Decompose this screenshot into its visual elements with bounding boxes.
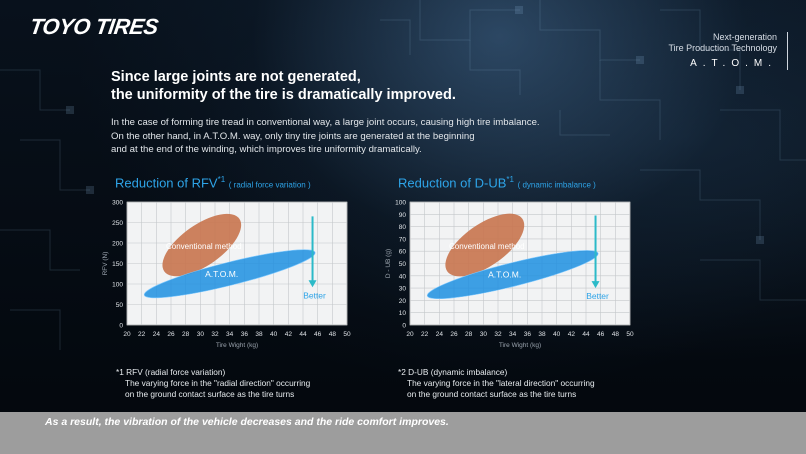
conventional-label: Conventional method: [166, 242, 242, 251]
x-tick-label: 42: [285, 331, 293, 338]
chart-rfv-title: Reduction of RFV*1 ( radial force variat…: [115, 175, 311, 190]
brand-box: Next-generation Tire Production Technolo…: [668, 32, 788, 70]
headline-line-2: the uniformity of the tire is dramatical…: [111, 87, 456, 103]
x-tick-label: 20: [406, 331, 414, 338]
footnote-rfv: *1 RFV (radial force variation) The vary…: [116, 367, 310, 400]
y-tick-label: 150: [112, 261, 123, 268]
x-tick-label: 46: [597, 331, 605, 338]
x-tick-label: 48: [329, 331, 337, 338]
body-text: In the case of forming tire tread in con…: [111, 116, 631, 157]
x-tick-label: 22: [421, 331, 429, 338]
x-tick-label: 44: [299, 331, 307, 338]
x-tick-label: 26: [167, 331, 175, 338]
footnote-dub-line-1: The varying force in the "lateral direct…: [407, 378, 595, 388]
x-tick-label: 50: [626, 331, 634, 338]
y-tick-label: 50: [399, 261, 407, 268]
x-tick-label: 32: [494, 331, 502, 338]
bottom-caption: As a result, the vibration of the vehicl…: [45, 416, 449, 428]
x-tick-label: 34: [509, 331, 517, 338]
y-tick-label: 30: [399, 286, 407, 293]
headline: Since large joints are not generated, th…: [111, 68, 456, 104]
x-tick-label: 46: [314, 331, 322, 338]
y-tick-label: 250: [112, 220, 123, 227]
better-label: Better: [303, 290, 326, 300]
x-tick-label: 28: [182, 331, 190, 338]
y-tick-label: 40: [399, 273, 407, 280]
atom-region: [426, 250, 599, 299]
body-line-1: In the case of forming tire tread in con…: [111, 117, 540, 128]
x-tick-label: 38: [255, 331, 263, 338]
y-tick-label: 70: [399, 236, 407, 243]
y-tick-label: 50: [116, 302, 124, 309]
x-tick-label: 38: [538, 331, 546, 338]
x-tick-label: 24: [153, 331, 161, 338]
brand-line-1: Next-generation: [712, 32, 777, 42]
x-tick-label: 26: [450, 331, 458, 338]
y-tick-label: 0: [119, 323, 123, 330]
x-tick-label: 30: [197, 331, 205, 338]
chart-rfv: 20 22 24 26 28 30 32 34 36 38 40 42 44 46 48 50 0 50 100 15…: [102, 200, 351, 350]
chart-rfv-title-note: ( radial force variation ): [228, 180, 311, 190]
chart-dub-title: Reduction of D-UB*1 ( dynamic imbalance …: [398, 175, 596, 190]
x-tick-label: 28: [465, 331, 473, 338]
y-tick-label: 300: [112, 200, 123, 207]
bottom-caption-bar: [0, 412, 806, 454]
better-arrow-head: [591, 281, 600, 289]
y-axis-label: D - UB (g): [385, 249, 392, 278]
x-axis-label: Tire Wight (kg): [216, 342, 258, 349]
x-tick-label: 42: [568, 331, 576, 338]
brand-line-2: Tire Production Technology: [668, 43, 777, 53]
x-tick-label: 40: [553, 331, 561, 338]
body-line-2: On the other hand, in A.T.O.M. way, only…: [111, 130, 475, 142]
conventional-label: Conventional method: [449, 242, 525, 251]
x-tick-label: 50: [343, 331, 351, 338]
y-tick-label: 20: [399, 298, 407, 305]
atom-region: [143, 249, 316, 299]
x-axis-label: Tire Wight (kg): [499, 342, 541, 349]
footnote-rfv-title: *1 RFV (radial force variation): [116, 367, 226, 377]
x-tick-label: 30: [480, 331, 488, 338]
x-tick-label: 36: [241, 331, 249, 338]
chart-dub-title-text: Reduction of D-UB: [398, 175, 507, 191]
chart-rfv-title-sup: *1: [217, 175, 226, 184]
chart-rfv-title-text: Reduction of RFV: [115, 175, 218, 191]
y-tick-label: 100: [395, 200, 406, 207]
body-line-3: and at the end of the winding, which imp…: [111, 144, 422, 155]
atom-label: A.T.O.M.: [205, 269, 238, 279]
footnote-rfv-line-2: on the ground contact surface as the tir…: [125, 389, 295, 399]
chart-dub: 20 22 24 26 28 30 32 34 36 38 40 42 44 46 48 50 0 10 20 30 4…: [385, 200, 634, 350]
x-tick-label: 34: [226, 331, 234, 338]
x-tick-label: 48: [612, 331, 620, 338]
footnote-dub-title: *2 D-UB (dynamic imbalance): [398, 367, 508, 377]
toyo-tires-logo: TOYO TIRES: [28, 14, 160, 39]
chart-dub-title-sup: *1: [506, 175, 514, 184]
chart-dub-title-note: ( dynamic imbalance ): [517, 180, 596, 190]
conventional-region: [162, 213, 242, 277]
y-tick-label: 100: [112, 282, 123, 289]
footnote-rfv-line-1: The varying force in the "radial directi…: [125, 378, 311, 388]
atom-label: A.T.O.M.: [488, 270, 521, 280]
y-tick-label: 10: [399, 310, 407, 317]
y-tick-label: 0: [402, 323, 406, 330]
x-tick-label: 40: [270, 331, 278, 338]
footnote-dub: *2 D-UB (dynamic imbalance) The varying …: [398, 367, 595, 400]
x-tick-label: 22: [138, 331, 146, 338]
better-arrow-head: [308, 280, 317, 288]
footnote-dub-line-2: on the ground contact surface as the tir…: [407, 389, 577, 399]
brand-atom: A.T.O.M.: [690, 58, 777, 69]
y-tick-label: 80: [399, 224, 407, 231]
x-tick-label: 20: [123, 331, 131, 338]
headline-line-1: Since large joints are not generated,: [111, 69, 361, 85]
y-tick-label: 200: [112, 241, 123, 248]
x-tick-label: 32: [211, 331, 219, 338]
x-tick-label: 44: [582, 331, 590, 338]
x-tick-label: 36: [524, 331, 532, 338]
y-axis-label: RFV (N): [102, 252, 109, 276]
conventional-region: [445, 213, 525, 277]
y-tick-label: 60: [399, 249, 407, 256]
y-tick-label: 90: [399, 212, 407, 219]
x-tick-label: 24: [436, 331, 444, 338]
better-label: Better: [586, 291, 609, 301]
